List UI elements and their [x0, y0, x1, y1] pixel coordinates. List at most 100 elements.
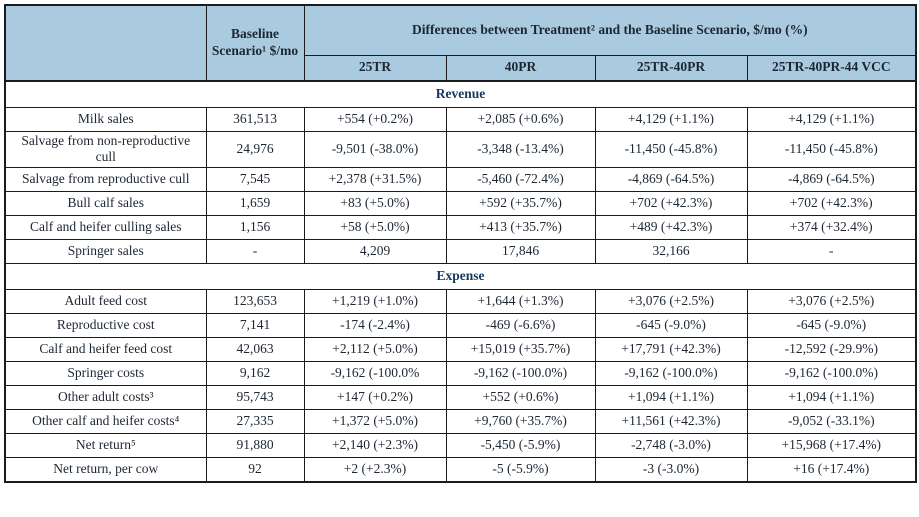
baseline-value: 1,156	[205, 215, 305, 241]
difference-value: +4,129 (+1.1%)	[594, 106, 748, 132]
row-label: Net return⁵	[4, 433, 207, 459]
difference-value: -9,162 (-100.0%)	[445, 361, 596, 387]
baseline-value: 42,063	[205, 337, 305, 363]
table-row: Springer sales -4,209 17,846 32,166-	[4, 239, 917, 265]
difference-value: -3,348 (-13.4%)	[445, 130, 596, 169]
baseline-value: 95,743	[205, 385, 305, 411]
difference-value: -9,162 (-100.0%)	[594, 361, 748, 387]
treatment-column-header-25tr-40pr: 25TR-40PR	[594, 54, 748, 82]
table-header: Baseline Scenario¹ $/mo Differences betw…	[4, 4, 917, 82]
difference-value: +147 (+0.2%)	[303, 385, 447, 411]
difference-value: 32,166	[594, 239, 748, 265]
difference-value: -2,748 (-3.0%)	[594, 433, 748, 459]
difference-value: +702 (+42.3%)	[746, 191, 917, 217]
difference-value: +1,094 (+1.1%)	[746, 385, 917, 411]
baseline-value: 9,162	[205, 361, 305, 387]
difference-value: +554 (+0.2%)	[303, 106, 447, 132]
difference-value: 4,209	[303, 239, 447, 265]
difference-value: -4,869 (-64.5%)	[746, 167, 917, 193]
row-label: Reproductive cost	[4, 313, 207, 339]
difference-value: -3 (-3.0%)	[594, 457, 748, 483]
difference-value: -174 (-2.4%)	[303, 313, 447, 339]
table-row: Salvage from non-reproductive cull 24,976…	[4, 130, 917, 169]
difference-value: +3,076 (+2.5%)	[746, 289, 917, 315]
economic-results-table: Baseline Scenario¹ $/mo Differences betw…	[4, 4, 918, 483]
difference-value: +489 (+42.3%)	[594, 215, 748, 241]
difference-value: +15,968 (+17.4%)	[746, 433, 917, 459]
difference-value: +58 (+5.0%)	[303, 215, 447, 241]
difference-value: +2,085 (+0.6%)	[445, 106, 596, 132]
table-row: Calf and heifer feed cost 42,063 +2,112 (+…	[4, 337, 917, 363]
difference-value: +374 (+32.4%)	[746, 215, 917, 241]
difference-value: +15,019 (+35.7%)	[445, 337, 596, 363]
difference-value: +4,129 (+1.1%)	[746, 106, 917, 132]
difference-value: +413 (+35.7%)	[445, 215, 596, 241]
difference-value: +1,094 (+1.1%)	[594, 385, 748, 411]
treatment-column-header-40pr: 40PR	[445, 54, 596, 82]
difference-value: 17,846	[445, 239, 596, 265]
table-row: Calf and heifer culling sales 1,156 +58 (+…	[4, 215, 917, 241]
baseline-value: 91,880	[205, 433, 305, 459]
difference-value: +11,561 (+42.3%)	[594, 409, 748, 435]
header-row-treatments: 25TR 40PR 25TR-40PR 25TR-40PR-44 VCC	[5, 54, 917, 82]
difference-value: -4,869 (-64.5%)	[594, 167, 748, 193]
difference-value: +702 (+42.3%)	[594, 191, 748, 217]
baseline-value: 92	[205, 457, 305, 483]
row-label: Salvage from reproductive cull	[4, 167, 207, 193]
row-label: Adult feed cost	[4, 289, 207, 315]
difference-value: -11,450 (-45.8%)	[594, 130, 748, 169]
baseline-value: -	[205, 239, 305, 265]
difference-value: +2,140 (+2.3%)	[303, 433, 447, 459]
baseline-value: 27,335	[205, 409, 305, 435]
difference-value: +1,372 (+5.0%)	[303, 409, 447, 435]
differences-header: Differences between Treatment² and the B…	[303, 4, 917, 56]
table-row: Net return, per cow 92 +2 (+2.3%) -5 (-5.9%…	[4, 457, 917, 483]
baseline-value: 7,545	[205, 167, 305, 193]
difference-value: +16 (+17.4%)	[746, 457, 917, 483]
difference-value: -5 (-5.9%)	[445, 457, 596, 483]
table-row: Springer costs 9,162 -9,162 (-100.0% -9,162…	[4, 361, 917, 387]
corner-cell	[4, 4, 207, 82]
difference-value: +17,791 (+42.3%)	[594, 337, 748, 363]
difference-value: -9,501 (-38.0%)	[303, 130, 447, 169]
difference-value: +83 (+5.0%)	[303, 191, 447, 217]
difference-value: -5,460 (-72.4%)	[445, 167, 596, 193]
table-row: Bull calf sales 1,659 +83 (+5.0%) +592 (+35…	[4, 191, 917, 217]
difference-value: -469 (-6.6%)	[445, 313, 596, 339]
section-header-expense: Expense	[4, 263, 917, 291]
table-row: Other adult costs³ 95,743 +147 (+0.2%) +552…	[4, 385, 917, 411]
difference-value: +552 (+0.6%)	[445, 385, 596, 411]
baseline-value: 7,141	[205, 313, 305, 339]
row-label: Springer sales	[4, 239, 207, 265]
row-label: Calf and heifer feed cost	[4, 337, 207, 363]
difference-value: -9,162 (-100.0%	[303, 361, 447, 387]
section-band-row: Revenue	[4, 80, 917, 108]
difference-value: -	[746, 239, 917, 265]
row-label: Other calf and heifer costs⁴	[4, 409, 207, 435]
row-label: Springer costs	[4, 361, 207, 387]
row-label: Bull calf sales	[4, 191, 207, 217]
difference-value: -645 (-9.0%)	[746, 313, 917, 339]
difference-value: -11,450 (-45.8%)	[746, 130, 917, 169]
difference-value: +592 (+35.7%)	[445, 191, 596, 217]
difference-value: +2,112 (+5.0%)	[303, 337, 447, 363]
section-header-revenue: Revenue	[4, 80, 917, 108]
difference-value: +1,219 (+1.0%)	[303, 289, 447, 315]
row-label: Net return, per cow	[4, 457, 207, 483]
row-label: Other adult costs³	[4, 385, 207, 411]
difference-value: -5,450 (-5.9%)	[445, 433, 596, 459]
row-label: Milk sales	[4, 106, 207, 132]
difference-value: +3,076 (+2.5%)	[594, 289, 748, 315]
baseline-value: 361,513	[205, 106, 305, 132]
header-row-main: Baseline Scenario¹ $/mo Differences betw…	[4, 4, 917, 82]
baseline-column-header: Baseline Scenario¹ $/mo	[205, 4, 305, 82]
baseline-value: 1,659	[205, 191, 305, 217]
table-row: Other calf and heifer costs⁴ 27,335 +1,372…	[4, 409, 917, 435]
row-label: Calf and heifer culling sales	[4, 215, 207, 241]
difference-value: -9,052 (-33.1%)	[746, 409, 917, 435]
baseline-value: 123,653	[205, 289, 305, 315]
table-body: Revenue Milk sales 361,513 +554 (+0.2%) +2,0…	[4, 80, 917, 483]
treatment-column-header-25tr: 25TR	[303, 54, 447, 82]
difference-value: +2,378 (+31.5%)	[303, 167, 447, 193]
